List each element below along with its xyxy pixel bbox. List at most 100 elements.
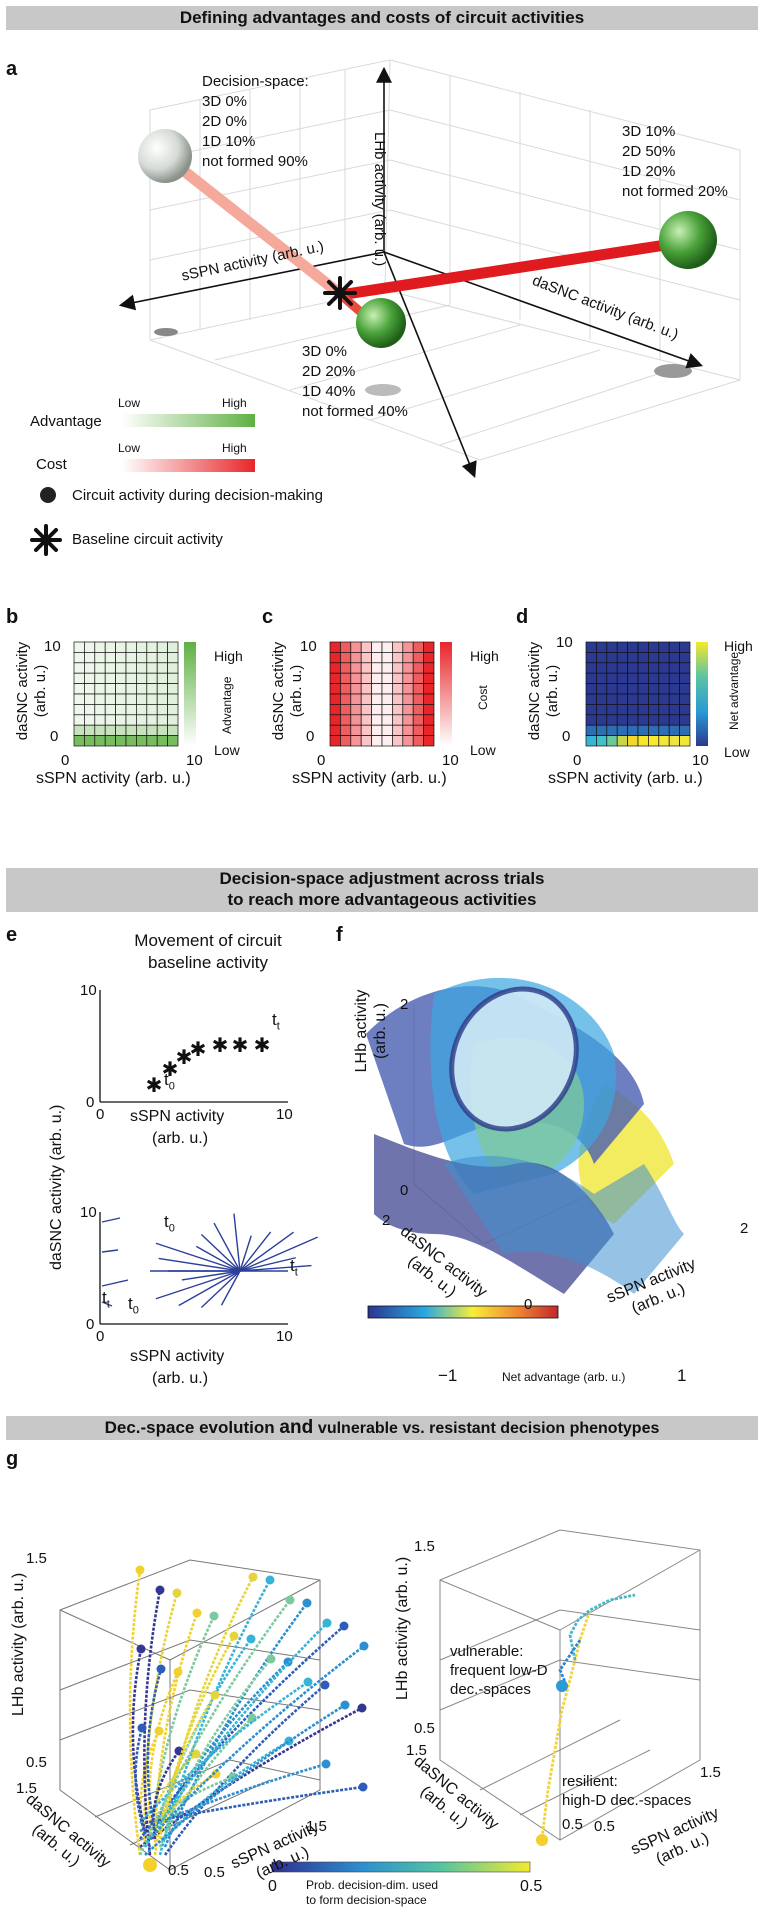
baseline-star-trail: ✱✱✱✱ ✱ ✱ ✱: [146, 1035, 271, 1097]
colorbar: [184, 642, 196, 746]
heatmap-cell: [167, 683, 179, 695]
heatmap-cell: [585, 735, 597, 747]
g-left-z05: 0.5: [168, 1862, 189, 1879]
annotation-white-sphere: Decision-space: 3D 0% 2D 0% 1D 10% not forme…: [202, 73, 309, 170]
trajectory-end-dot: [174, 1746, 184, 1756]
heatmap-cell: [596, 652, 608, 664]
heatmap-c: [329, 641, 452, 747]
heatmap-cell: [616, 641, 628, 653]
heatmap-cell: [381, 735, 393, 747]
hm-c-xlabel: sSPN activity (arb. u.): [292, 770, 447, 787]
heatmap-cell: [125, 714, 137, 726]
panel-e-title: Movement of circuit baseline activity: [134, 931, 282, 972]
heatmap-cell: [668, 683, 680, 695]
cost-bar-light: [161, 151, 339, 295]
heatmap-cell: [596, 724, 608, 736]
heatmap-cell: [648, 735, 660, 747]
g-ann-vulnerable: vulnerable: frequent low-D dec.-spaces: [450, 1643, 548, 1698]
trajectory-line: [200, 1270, 241, 1308]
trajectory-end-dot: [192, 1608, 202, 1618]
heatmap-cell: [412, 641, 424, 653]
heatmap-cell: [73, 735, 85, 747]
banner-evolution-part1: Dec.-space evolution: [104, 1418, 275, 1437]
star-marker-icon: ✱: [232, 1035, 249, 1057]
trajectory-line: [163, 1684, 326, 1856]
heatmap-cell: [84, 641, 96, 653]
trajectory-end-dot: [155, 1585, 165, 1595]
trajectory-line: [144, 1703, 346, 1856]
axis-dasnc-line: [383, 251, 704, 369]
heatmap-cell: [94, 641, 106, 653]
heatmap-cell: [637, 683, 649, 695]
trajectory-end-dot: [339, 1621, 349, 1631]
heatmap-b: [73, 641, 196, 747]
heatmap-cell: [606, 735, 618, 747]
trajectory-line: [139, 1706, 363, 1849]
heatmap-cell: [115, 724, 127, 736]
trajectory-end-dot: [285, 1595, 295, 1605]
heatmap-cell: [392, 735, 404, 747]
trajectory-line: [239, 1231, 272, 1272]
heatmap-cell: [585, 714, 597, 726]
axis-sspn-line: [118, 251, 385, 311]
heatmap-cell: [73, 704, 85, 716]
annotation-green-mid: 3D 0% 2D 20% 1D 40% not formed 40%: [302, 343, 408, 420]
shadow-2: [365, 384, 401, 396]
heatmap-cell: [658, 683, 670, 695]
heatmap-cell: [156, 724, 168, 736]
heatmap-cell: [371, 714, 383, 726]
heatmap-cell: [412, 652, 424, 664]
hm-c-cb-label: Cost: [476, 685, 490, 710]
heatmap-cell: [392, 683, 404, 695]
heatmap-cell: [679, 662, 691, 674]
trajectory-line: [239, 1257, 296, 1272]
heatmap-cell: [668, 652, 680, 664]
heatmap-cell: [616, 662, 628, 674]
heatmap-cell: [146, 672, 158, 684]
hm-b-cb-label: Advantage: [220, 676, 234, 734]
trajectory-line: [101, 1279, 129, 1287]
heatmap-cell: [104, 724, 116, 736]
hm-c-y0: 0: [306, 728, 315, 745]
heatmap-cell: [679, 672, 691, 684]
trajectory-end-dot: [302, 1598, 312, 1608]
heatmap-cell: [596, 714, 608, 726]
banner-evolution-part2: and: [279, 1417, 314, 1438]
trajectory-line: [146, 1668, 163, 1832]
heatmap-cell: [402, 672, 414, 684]
trajectory-end-dot: [320, 1680, 330, 1690]
heatmap-cell: [585, 652, 597, 664]
heatmap-cell: [423, 641, 435, 653]
hm-d-x10: 10: [692, 752, 709, 769]
heatmap-cell: [340, 683, 352, 695]
legend-cost-bar: [122, 459, 255, 472]
trajectory-line: [138, 1625, 345, 1840]
trajectory-line: [152, 1750, 181, 1840]
heatmap-cell: [350, 704, 362, 716]
heatmap-cell: [371, 662, 383, 674]
heatmap-cell: [104, 714, 116, 726]
g-cb-min: 0: [268, 1878, 277, 1895]
trajectory-line: [158, 1257, 241, 1272]
trajectory-end-dot: [340, 1700, 350, 1710]
heatmap-cell: [668, 672, 680, 684]
g-right-trajectory: [536, 1593, 636, 1846]
trajectory-line: [239, 1236, 318, 1272]
heatmap-cell: [423, 652, 435, 664]
heatmap-cell: [596, 662, 608, 674]
panel-e-plots: ✱✱✱✱ ✱ ✱ ✱: [99, 990, 318, 1325]
heatmap-cell: [167, 704, 179, 716]
e-bottom-x0: 0: [96, 1328, 105, 1345]
hm-b-cb-high: High: [214, 648, 243, 664]
trajectory-end-dot: [265, 1575, 275, 1585]
heatmap-cell: [637, 704, 649, 716]
panel-label-d: d: [516, 606, 529, 628]
heatmap-cell: [423, 714, 435, 726]
heatmap-cell: [73, 724, 85, 736]
g-right-z05: 0.5: [562, 1816, 583, 1833]
heatmap-cell: [350, 641, 362, 653]
heatmap-cell: [616, 735, 628, 747]
heatmap-cell: [104, 672, 116, 684]
heatmap-cell: [606, 652, 618, 664]
heatmap-cell: [402, 683, 414, 695]
